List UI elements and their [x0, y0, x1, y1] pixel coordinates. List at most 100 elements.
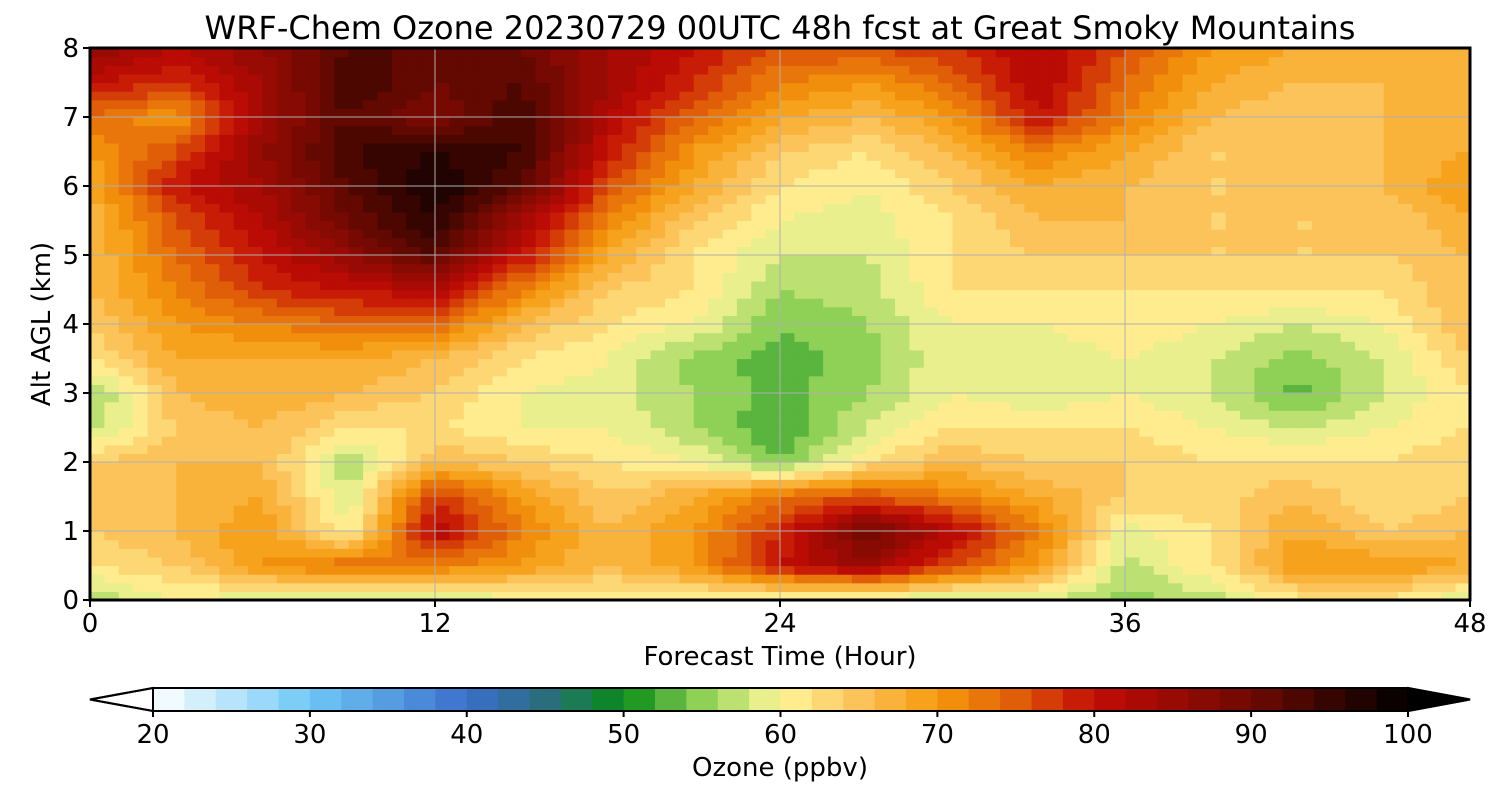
heatmap-cell	[1283, 539, 1299, 549]
heatmap-cell	[1369, 358, 1385, 368]
heatmap-cell	[1254, 332, 1270, 342]
heatmap-cell	[1139, 211, 1155, 222]
heatmap-cell	[1153, 556, 1169, 567]
heatmap-cell	[535, 591, 551, 601]
heatmap-cell	[708, 531, 724, 541]
heatmap-cell	[420, 203, 436, 213]
heatmap-cell	[1283, 531, 1299, 541]
heatmap-cell	[751, 263, 767, 273]
heatmap-cell	[1081, 186, 1097, 196]
heatmap-cell	[966, 272, 982, 282]
heatmap-cell	[808, 324, 824, 334]
heatmap-cell	[1326, 453, 1342, 463]
heatmap-cell	[938, 453, 954, 463]
heatmap-cell	[190, 272, 206, 282]
heatmap-cell	[262, 367, 278, 377]
heatmap-cell	[1081, 246, 1097, 256]
heatmap-cell	[923, 367, 939, 377]
heatmap-cell	[1038, 556, 1054, 567]
heatmap-cell	[1182, 531, 1198, 541]
heatmap-cell	[952, 522, 968, 532]
heatmap-cell	[1225, 591, 1241, 601]
heatmap-cell	[981, 211, 997, 222]
heatmap-cell	[550, 574, 565, 584]
heatmap-cell	[1038, 203, 1054, 213]
heatmap-cell	[118, 229, 134, 239]
heatmap-cell	[161, 272, 177, 282]
heatmap-cell	[1010, 479, 1025, 489]
heatmap-cell	[1426, 539, 1442, 549]
heatmap-cell	[1383, 220, 1399, 230]
heatmap-cell	[104, 177, 120, 187]
heatmap-cell	[909, 237, 925, 247]
heatmap-cell	[607, 306, 623, 316]
heatmap-cell	[1369, 410, 1385, 420]
heatmap-cell	[1053, 410, 1069, 420]
heatmap-cell	[176, 531, 192, 541]
heatmap-cell	[1196, 427, 1212, 437]
heatmap-cell	[1110, 315, 1126, 325]
heatmap-cell	[938, 565, 954, 575]
heatmap-cell	[1240, 203, 1255, 213]
heatmap-cell	[190, 582, 206, 592]
heatmap-cell	[909, 410, 925, 420]
heatmap-cell	[981, 349, 997, 360]
heatmap-cell	[478, 393, 494, 403]
heatmap-cell	[1426, 151, 1442, 161]
heatmap-cell	[1426, 582, 1442, 592]
heatmap-cell	[1211, 522, 1227, 532]
heatmap-cell	[348, 436, 364, 446]
heatmap-cell	[722, 487, 738, 498]
heatmap-cell	[1441, 556, 1457, 567]
heatmap-cell	[535, 306, 551, 316]
heatmap-cell	[1412, 194, 1428, 204]
heatmap-cell	[521, 272, 537, 282]
heatmap-cell	[1196, 151, 1212, 161]
heatmap-cell	[837, 410, 853, 420]
heatmap-cell	[550, 505, 565, 515]
heatmap-cell	[248, 444, 264, 454]
heatmap-cell	[1441, 427, 1457, 437]
heatmap-cell	[1369, 487, 1385, 498]
heatmap-cell	[693, 358, 709, 368]
heatmap-cell	[506, 470, 522, 480]
heatmap-cell	[693, 582, 709, 592]
heatmap-cell	[262, 324, 278, 334]
heatmap-cell	[722, 591, 738, 601]
heatmap-cell	[161, 151, 177, 161]
heatmap-cell	[435, 410, 450, 420]
heatmap-cell	[377, 289, 393, 299]
heatmap-cell	[262, 289, 278, 299]
heatmap-cell	[1182, 168, 1198, 178]
heatmap-cell	[909, 401, 925, 411]
heatmap-cell	[650, 539, 666, 549]
heatmap-cell	[233, 418, 249, 429]
heatmap-cell	[923, 194, 939, 204]
heatmap-cell	[320, 211, 335, 222]
heatmap-cell	[1010, 496, 1025, 506]
heatmap-cell	[621, 591, 637, 601]
heatmap-cell	[1211, 565, 1227, 575]
heatmap-cell	[435, 522, 450, 532]
heatmap-cell	[1369, 203, 1385, 213]
heatmap-cell	[1283, 237, 1299, 247]
heatmap-cell	[1383, 186, 1399, 196]
heatmap-cell	[923, 582, 939, 592]
heatmap-cell	[1398, 280, 1414, 291]
heatmap-cell	[1096, 487, 1112, 498]
heatmap-cell	[1268, 203, 1284, 213]
heatmap-cell	[693, 229, 709, 239]
heatmap-cell	[607, 332, 623, 342]
heatmap-cell	[1340, 298, 1356, 308]
heatmap-cell	[1125, 289, 1140, 299]
heatmap-cell	[1139, 375, 1155, 385]
heatmap-cell	[104, 289, 120, 299]
heatmap-cell	[866, 574, 882, 584]
heatmap-cell	[1067, 341, 1083, 351]
heatmap-cell	[909, 496, 925, 506]
heatmap-cell	[736, 453, 752, 463]
heatmap-cell	[1426, 306, 1442, 316]
heatmap-cell	[233, 263, 249, 273]
heatmap-cell	[1153, 203, 1169, 213]
heatmap-cell	[895, 496, 910, 506]
